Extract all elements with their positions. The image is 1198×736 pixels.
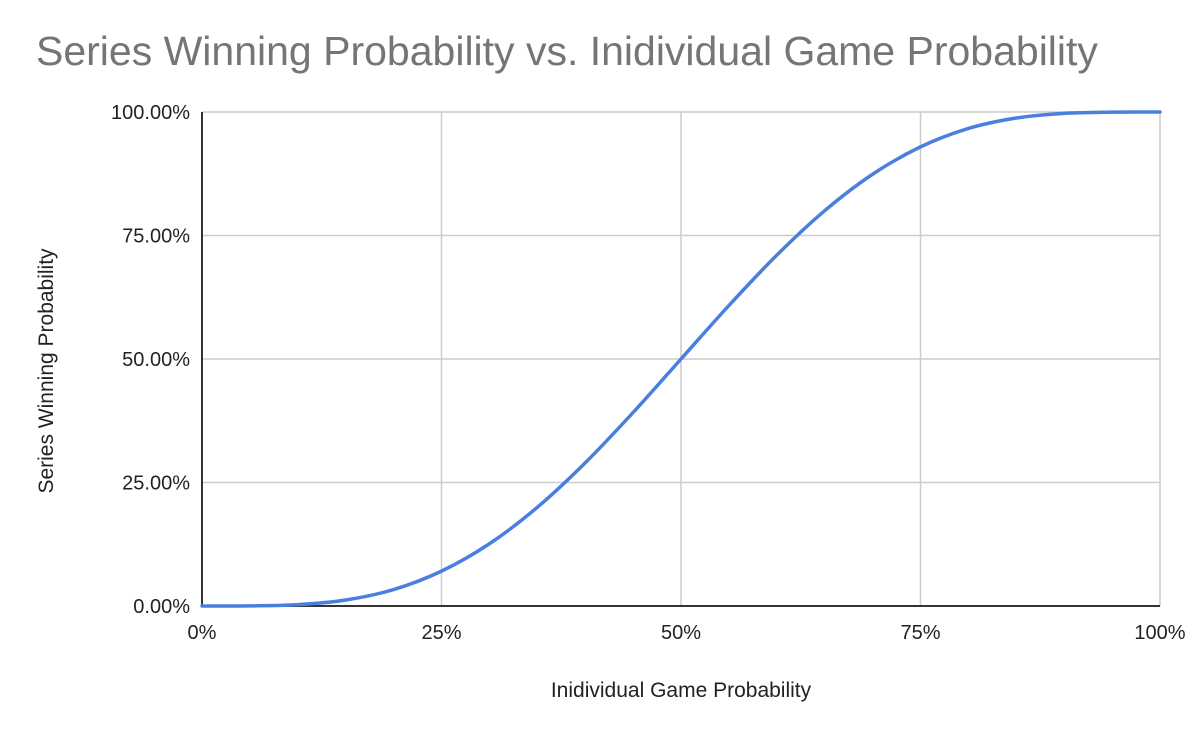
y-tick-label: 75.00% <box>122 226 190 248</box>
tick-labels: 0% 25% 50% 75% 100% 0.00% 25.00% 50.00% 75.00% 10… <box>111 102 1186 644</box>
x-tick-label: 75% <box>900 622 940 644</box>
chart-title: Series Winning Probability vs. Inidividu… <box>36 28 1098 74</box>
x-axis-title: Inidividual Game Probability <box>551 679 812 702</box>
x-tick-label: 25% <box>421 622 461 644</box>
y-axis-title: Series Winning Probability <box>35 248 58 494</box>
y-tick-label: 25.00% <box>122 473 190 495</box>
series-layer <box>200 110 1162 608</box>
y-tick-label: 50.00% <box>122 349 190 371</box>
axes <box>201 112 1160 607</box>
y-tick-label: 100.00% <box>111 102 190 124</box>
y-tick-label: 0.00% <box>133 596 190 618</box>
x-tick-label: 100% <box>1134 622 1185 644</box>
x-tick-label: 0% <box>188 622 217 644</box>
series-line <box>200 110 1162 608</box>
x-tick-label: 50% <box>661 622 701 644</box>
